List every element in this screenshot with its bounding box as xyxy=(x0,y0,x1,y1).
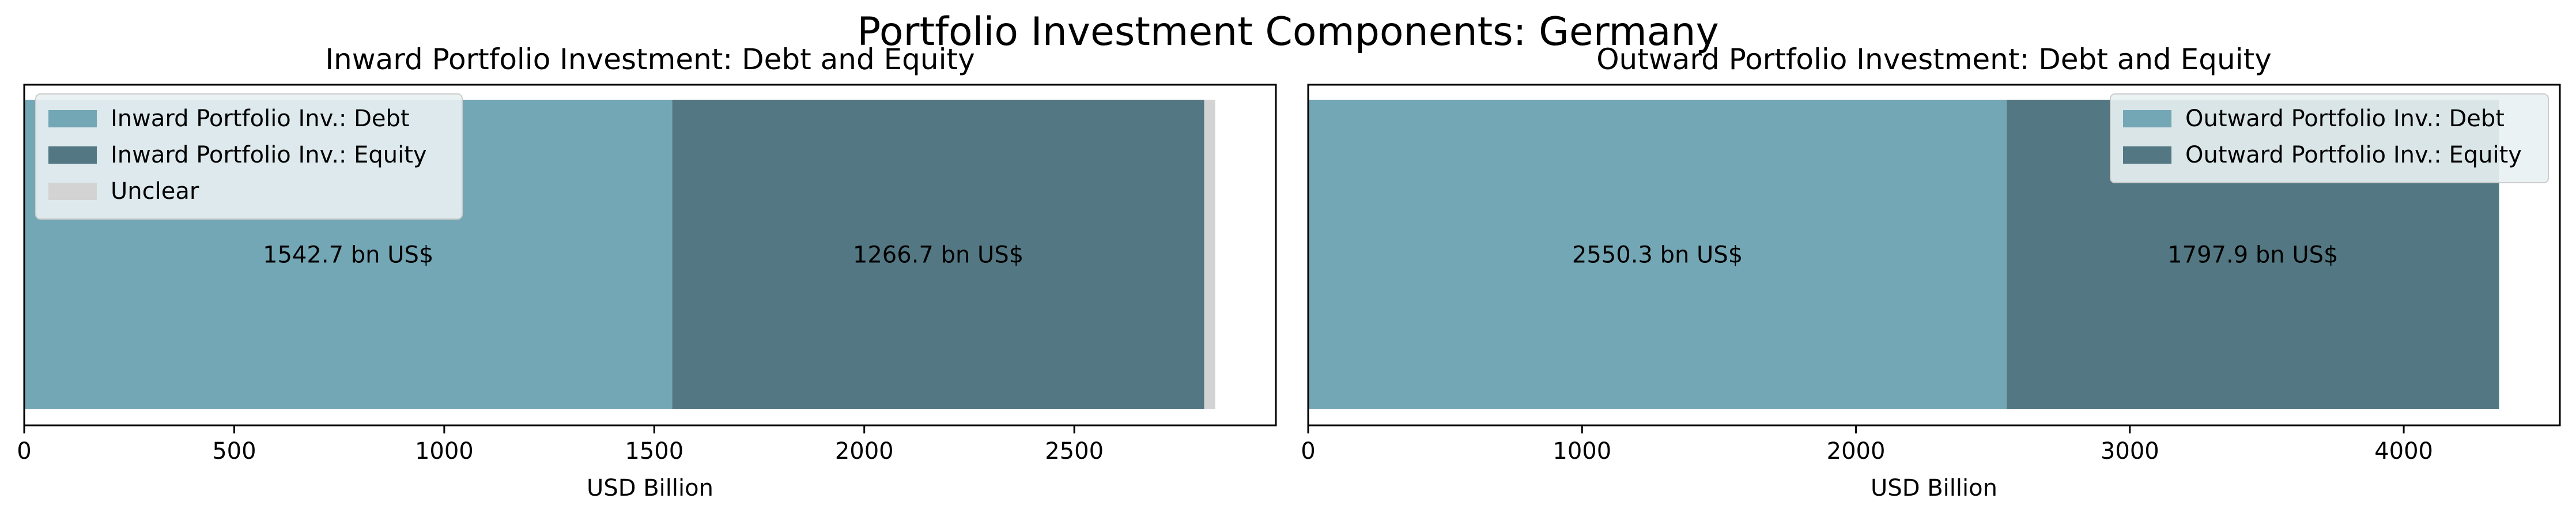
legend-swatch xyxy=(48,110,97,127)
plot-frame xyxy=(23,84,1277,427)
legend-swatch xyxy=(2123,146,2171,164)
legend-swatch xyxy=(48,146,97,164)
legend-entry: Outward Portfolio Inv.: Debt xyxy=(2185,105,2505,132)
panel-title: Outward Portfolio Investment: Debt and E… xyxy=(1596,43,2272,76)
legend-entry: Inward Portfolio Inv.: Equity xyxy=(111,142,427,168)
bar-segment xyxy=(672,100,1204,409)
data-label: 1542.7 bn US$ xyxy=(263,242,433,269)
legend-swatch xyxy=(48,183,97,200)
x-tick-label: 0 xyxy=(1301,438,1315,465)
data-label: 1266.7 bn US$ xyxy=(853,242,1023,269)
panel-title: Inward Portfolio Investment: Debt and Eq… xyxy=(325,43,975,76)
legend: Outward Portfolio Inv.: Debt Outward Port… xyxy=(2110,93,2549,183)
bar-segment xyxy=(1308,100,2007,409)
x-tick-label: 3000 xyxy=(2101,438,2159,465)
x-tick-label: 1000 xyxy=(415,438,474,465)
legend-box xyxy=(2110,93,2549,183)
x-axis-label: USD Billion xyxy=(1871,475,1997,501)
x-axis-label: USD Billion xyxy=(587,475,713,501)
chart-panel-2: Outward Portfolio Investment: Debt and E… xyxy=(1301,43,2561,501)
legend-box xyxy=(35,93,463,220)
x-tick-label: 0 xyxy=(17,438,31,465)
x-tick-label: 2000 xyxy=(835,438,894,465)
x-tick-label: 1000 xyxy=(1553,438,1611,465)
data-label: 1797.9 bn US$ xyxy=(2167,242,2338,269)
data-label: 2550.3 bn US$ xyxy=(1572,242,1743,269)
x-tick-label: 1500 xyxy=(625,438,683,465)
legend: Inward Portfolio Inv.: Debt Inward Portfo… xyxy=(35,93,463,220)
plot-frame xyxy=(1307,84,2561,427)
legend-entry: Inward Portfolio Inv.: Debt xyxy=(111,105,410,132)
legend-entry: Outward Portfolio Inv.: Equity xyxy=(2185,142,2522,168)
bar-segment xyxy=(1204,100,1215,409)
chart-panel-1: Inward Portfolio Investment: Debt and Eq… xyxy=(17,43,1277,501)
x-tick-label: 2000 xyxy=(1827,438,1886,465)
legend-entry: Unclear xyxy=(111,178,199,205)
x-tick-label: 500 xyxy=(212,438,256,465)
x-tick-label: 2500 xyxy=(1045,438,1104,465)
legend-swatch xyxy=(2123,110,2171,127)
x-tick-label: 4000 xyxy=(2374,438,2433,465)
figure-title: Portfolio Investment Components: Germany xyxy=(857,9,1718,55)
